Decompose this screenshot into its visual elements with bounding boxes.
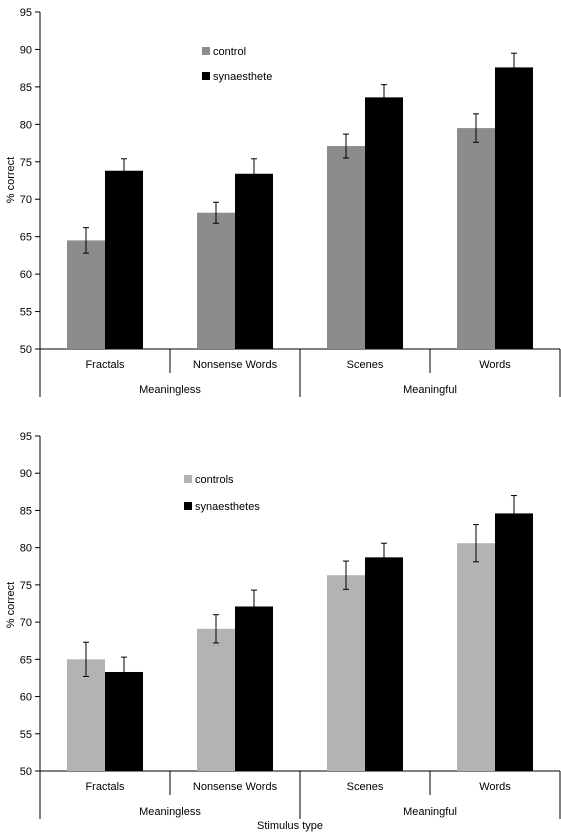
category-label: Words (479, 781, 511, 793)
y-tick-label: 55 (20, 729, 32, 741)
bar-control (457, 128, 495, 349)
y-tick-label: 70 (20, 617, 32, 629)
y-tick-label: 55 (20, 307, 32, 319)
bar-synaesthete (495, 67, 533, 349)
y-tick-label: 60 (20, 692, 32, 704)
bar-control (197, 212, 235, 349)
category-label: Nonsense Words (193, 781, 278, 793)
category-label: Fractals (85, 359, 125, 371)
legend-label: control (213, 46, 246, 58)
bar-synaesthetes (235, 606, 273, 771)
y-tick-label: 50 (20, 344, 32, 356)
bar-controls (67, 659, 105, 771)
category-label: Nonsense Words (193, 359, 278, 371)
category-label: Words (479, 359, 511, 371)
y-tick-label: 60 (20, 269, 32, 281)
y-tick-label: 90 (20, 468, 32, 480)
bar-synaesthetes (365, 557, 403, 771)
y-axis-label: % correct (5, 157, 17, 203)
bar-controls (197, 628, 235, 771)
legend-label: synaesthete (213, 71, 272, 83)
y-tick-label: 85 (20, 505, 32, 517)
group-label: Meaningless (139, 806, 201, 818)
y-tick-label: 90 (20, 44, 32, 56)
y-tick-label: 50 (20, 766, 32, 778)
bar-chart-top: 50 55 60 65 70 75 80 85 90 95 % correct Fractals Non… (5, 7, 561, 397)
bar-control (67, 240, 105, 349)
category-label: Scenes (347, 359, 384, 371)
y-tick-label: 75 (20, 157, 32, 169)
bar-synaesthete (105, 170, 143, 349)
bar-controls (327, 575, 365, 771)
group-label: Meaningful (403, 806, 457, 818)
group-label: Meaningless (139, 384, 201, 396)
y-tick-label: 85 (20, 82, 32, 94)
legend-swatch-control (202, 47, 210, 55)
y-tick-label: 95 (20, 7, 32, 19)
y-axis-label: % correct (5, 582, 17, 628)
legend-swatch-synaesthete (202, 72, 210, 80)
y-tick-label: 80 (20, 119, 32, 131)
category-label: Scenes (347, 781, 384, 793)
legend-swatch-synaesthetes (184, 502, 192, 510)
y-tick-label: 95 (20, 431, 32, 443)
group-label: Meaningful (403, 384, 457, 396)
bar-controls (457, 543, 495, 771)
bar-chart-bottom: 50 55 60 65 70 75 80 85 90 95 % correct Fractals Non… (5, 431, 561, 832)
legend-swatch-controls (184, 475, 192, 483)
y-tick-label: 80 (20, 543, 32, 555)
y-tick-label: 75 (20, 580, 32, 592)
y-tick-label: 65 (20, 654, 32, 666)
x-axis-label: Stimulus type (257, 820, 323, 832)
legend-label: controls (195, 474, 234, 486)
legend-label: synaesthetes (195, 501, 260, 513)
y-tick-label: 70 (20, 194, 32, 206)
category-label: Fractals (85, 781, 125, 793)
bar-synaesthete (235, 173, 273, 349)
bar-synaesthetes (105, 671, 143, 771)
y-tick-label: 65 (20, 232, 32, 244)
bar-synaesthetes (495, 513, 533, 771)
bar-synaesthete (365, 97, 403, 349)
bar-control (327, 146, 365, 349)
